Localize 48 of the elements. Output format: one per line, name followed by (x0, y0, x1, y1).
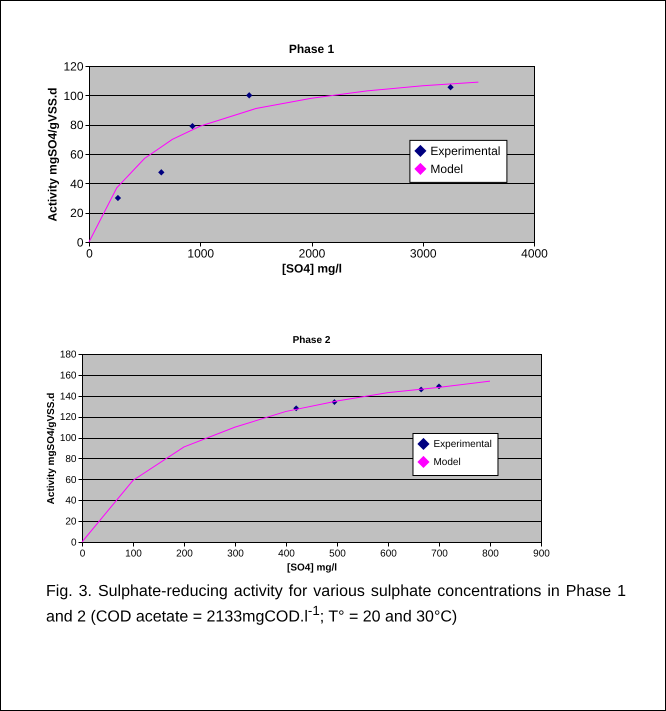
y-tick-label: 20 (70, 206, 84, 220)
x-tick-label: 200 (176, 548, 194, 560)
y-tick-label: 40 (65, 496, 77, 507)
x-tick-label: 400 (278, 548, 296, 560)
legend-label: Experimental (430, 144, 500, 158)
y-tick-label: 60 (65, 474, 77, 486)
y-tick-label: 0 (70, 538, 77, 548)
x-axis-title: [SO4] mg/l (282, 262, 342, 276)
y-tick-label: 40 (70, 176, 84, 191)
point (447, 84, 454, 90)
legend-label: Experimental (433, 438, 492, 450)
x-tick-label: 500 (329, 548, 346, 560)
y-tick-label: 160 (60, 370, 77, 382)
y-tick-label: 60 (70, 148, 84, 162)
x-tick-label: 800 (482, 548, 500, 560)
x-tick-label: 1000 (187, 246, 214, 260)
y-tick-label: 100 (63, 88, 84, 103)
point (114, 194, 122, 202)
y-tick-label: 180 (60, 350, 77, 360)
point (189, 122, 196, 130)
x-tick-label: 3000 (410, 246, 437, 260)
y-tick-label: 120 (63, 60, 84, 74)
y-tick-label: 100 (60, 433, 77, 444)
line-series (82, 380, 490, 542)
y-axis-title: Activity mgSO4/gVSS.d (46, 392, 57, 504)
x-tick-label: 100 (125, 548, 142, 560)
x-tick-label: 300 (227, 548, 244, 560)
chart-title: Phase 2 (292, 335, 331, 346)
x-tick-label: 700 (431, 548, 448, 560)
y-tick-label: 20 (65, 516, 77, 528)
x-tick-label: 900 (533, 548, 550, 560)
caption: Fig. 3. Sulphate-reducing activity for various sulphate concentrations in Phase 1 and 2 (COD acetate = 2133mgCOD.l$^{-1}$; T° = 20 and 30°C) (46, 582, 626, 626)
x-axis-title: [SO4] mg/l (286, 562, 338, 574)
legend-label: Model (433, 456, 461, 468)
y-tick-label: 80 (65, 454, 77, 465)
point (246, 92, 252, 98)
y-tick-label: 0 (76, 236, 84, 250)
x-tick-label: 4000 (521, 246, 548, 260)
legend-label: Model (430, 162, 464, 176)
x-tick-label: 2000 (298, 246, 326, 260)
y-tick-label: 140 (60, 391, 77, 402)
chart-title: Phase 1 (288, 42, 334, 56)
x-tick-label: 0 (86, 246, 94, 260)
y-tick-label: 120 (60, 412, 77, 424)
x-tick-label: 600 (380, 548, 398, 560)
y-tick-label: 80 (70, 118, 84, 132)
point (158, 169, 164, 176)
y-axis-title: Activity mgSO4/gVSS.d (45, 87, 60, 222)
